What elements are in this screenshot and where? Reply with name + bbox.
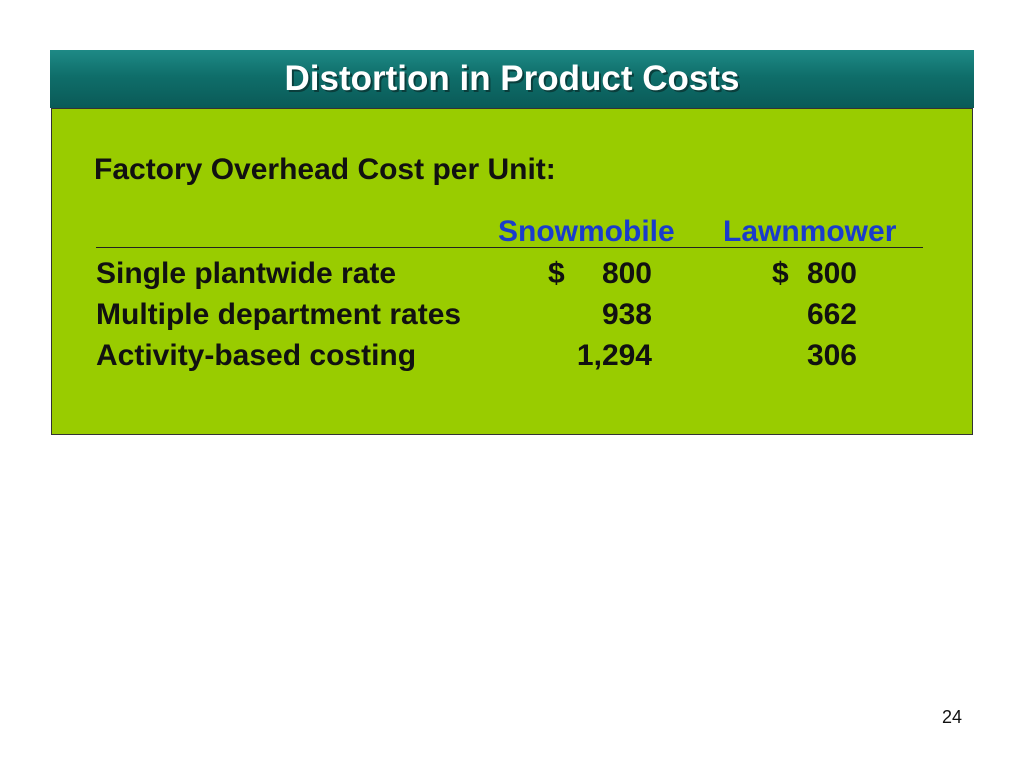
row-label: Single plantwide rate [96,257,397,290]
currency-symbol: $ [772,257,789,290]
column-header-lawnmower: Lawnmower [723,215,897,248]
slide-title: Distortion in Product Costs [284,59,740,98]
lawnmower-value: 800 [806,257,857,290]
snowmobile-value: 800 [601,257,652,290]
header-underline [96,247,923,248]
lawnmower-value: 662 [806,298,857,331]
table-row: Multiple department rates 938 662 [52,298,972,338]
row-label: Multiple department rates [96,298,462,331]
lawnmower-value: 306 [806,339,857,372]
row-label: Activity-based costing [96,339,417,372]
table-caption: Factory Overhead Cost per Unit: [94,153,556,186]
snowmobile-value: 1,294 [576,339,652,372]
currency-symbol: $ [548,257,565,290]
snowmobile-value: 938 [601,298,652,331]
page-number: 24 [941,707,962,727]
title-bar: Distortion in Product Costs [50,50,974,108]
column-header-snowmobile: Snowmobile [498,215,675,248]
table-row: Single plantwide rate $ 800 $ 800 [52,257,972,297]
table-row: Activity-based costing 1,294 306 [52,339,972,379]
content-panel: Factory Overhead Cost per Unit: Snowmobi… [51,108,973,435]
